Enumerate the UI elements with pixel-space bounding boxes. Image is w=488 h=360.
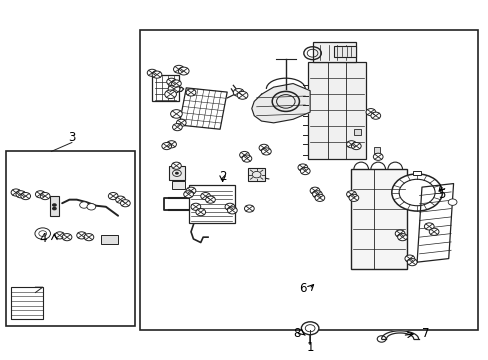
Circle shape xyxy=(11,189,21,196)
Bar xyxy=(412,171,420,175)
Bar xyxy=(169,166,184,180)
Circle shape xyxy=(176,119,186,126)
Circle shape xyxy=(224,203,234,210)
Circle shape xyxy=(447,199,456,205)
Circle shape xyxy=(391,174,442,211)
Circle shape xyxy=(186,187,196,194)
Circle shape xyxy=(172,123,182,131)
Circle shape xyxy=(239,152,249,158)
Circle shape xyxy=(205,196,215,203)
Circle shape xyxy=(297,164,307,171)
Circle shape xyxy=(407,258,416,266)
Bar xyxy=(50,196,59,216)
Bar xyxy=(188,185,234,223)
Polygon shape xyxy=(416,184,453,262)
Circle shape xyxy=(227,207,237,214)
Circle shape xyxy=(196,208,205,216)
Bar xyxy=(140,30,477,330)
Circle shape xyxy=(351,143,361,150)
Circle shape xyxy=(259,144,268,152)
Circle shape xyxy=(312,191,322,198)
Circle shape xyxy=(346,141,356,148)
Circle shape xyxy=(394,230,404,237)
Circle shape xyxy=(398,179,434,206)
Text: 1: 1 xyxy=(306,341,313,354)
Circle shape xyxy=(233,89,244,96)
Circle shape xyxy=(404,255,414,262)
Circle shape xyxy=(301,322,318,335)
Circle shape xyxy=(237,91,247,99)
Circle shape xyxy=(16,191,26,198)
Circle shape xyxy=(309,187,319,194)
Circle shape xyxy=(84,234,94,241)
Circle shape xyxy=(162,143,171,150)
Circle shape xyxy=(77,232,86,239)
Bar xyxy=(152,75,179,102)
Circle shape xyxy=(175,172,179,175)
Circle shape xyxy=(147,69,157,76)
Circle shape xyxy=(372,153,382,160)
Circle shape xyxy=(170,110,182,118)
Circle shape xyxy=(80,202,88,208)
Bar xyxy=(247,168,265,181)
Circle shape xyxy=(166,78,176,85)
Circle shape xyxy=(348,194,358,202)
Circle shape xyxy=(171,80,181,87)
Text: 4: 4 xyxy=(39,233,46,246)
Bar xyxy=(334,46,356,57)
Polygon shape xyxy=(251,84,309,123)
Text: 3: 3 xyxy=(68,131,76,144)
Circle shape xyxy=(366,109,375,116)
Circle shape xyxy=(183,191,193,198)
Circle shape xyxy=(35,228,50,239)
Circle shape xyxy=(314,194,324,202)
Circle shape xyxy=(52,203,57,207)
Circle shape xyxy=(397,234,407,241)
Bar xyxy=(6,152,135,327)
Circle shape xyxy=(370,112,380,119)
Circle shape xyxy=(261,148,271,155)
Polygon shape xyxy=(381,331,418,339)
Circle shape xyxy=(120,200,130,207)
Circle shape xyxy=(116,196,125,203)
Circle shape xyxy=(424,223,433,230)
Circle shape xyxy=(242,155,251,162)
Polygon shape xyxy=(179,88,227,129)
Bar xyxy=(353,129,360,135)
Circle shape xyxy=(428,228,438,235)
Circle shape xyxy=(166,141,176,148)
Circle shape xyxy=(40,193,50,200)
Circle shape xyxy=(55,232,64,239)
Bar xyxy=(307,62,366,158)
Circle shape xyxy=(244,205,254,212)
Circle shape xyxy=(168,85,180,93)
Circle shape xyxy=(191,203,201,210)
Circle shape xyxy=(21,193,30,200)
Bar xyxy=(11,287,42,319)
Circle shape xyxy=(186,89,196,96)
Text: 7: 7 xyxy=(421,327,428,340)
Circle shape xyxy=(173,65,184,73)
Circle shape xyxy=(152,71,162,78)
Circle shape xyxy=(164,90,176,99)
Text: 6: 6 xyxy=(299,283,306,296)
Circle shape xyxy=(62,234,72,241)
Circle shape xyxy=(346,191,356,198)
Text: 5: 5 xyxy=(437,188,444,201)
Circle shape xyxy=(300,167,309,175)
Bar xyxy=(351,169,407,269)
Circle shape xyxy=(108,193,118,200)
Circle shape xyxy=(201,193,210,200)
Circle shape xyxy=(178,67,189,75)
Text: 8: 8 xyxy=(292,327,300,340)
Circle shape xyxy=(87,203,96,210)
Bar xyxy=(373,148,379,153)
Bar xyxy=(312,42,356,62)
Circle shape xyxy=(171,162,181,169)
Circle shape xyxy=(35,191,45,198)
Circle shape xyxy=(52,207,57,210)
Text: 2: 2 xyxy=(219,170,226,183)
Bar xyxy=(171,181,185,189)
Bar xyxy=(101,235,118,244)
